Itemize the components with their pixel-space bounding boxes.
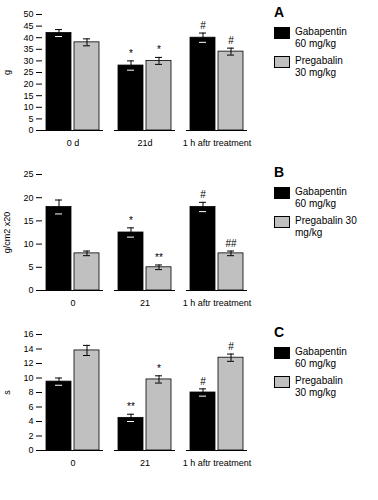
svg-text:21: 21 [140,298,150,308]
html-text:Gabapentin 60 mg/kg: Gabapentin 60 mg/kg [295,346,347,369]
svg-text:0: 0 [70,458,75,468]
svg-text:g/cm2 x20: g/cm2 x20 [2,212,12,254]
svg-text:1 h aftr treatment: 1 h aftr treatment [183,458,252,468]
html-text:Pregabalin 30 mg/kg: Pregabalin 30 mg/kg [295,215,357,238]
svg-text:*: * [129,215,133,226]
svg-text:#: # [200,376,206,387]
html-text:A: A [274,4,285,20]
svg-text:15: 15 [23,91,33,101]
svg-text:8: 8 [28,387,33,397]
svg-text:#: # [200,189,206,200]
svg-text:*: * [157,44,161,55]
svg-text:12: 12 [23,358,33,368]
svg-text:10: 10 [23,239,33,249]
svg-text:*: * [129,48,133,59]
svg-text:s: s [2,390,12,395]
svg-text:#: # [200,20,206,31]
svg-text:16: 16 [23,329,33,339]
svg-text:g: g [2,70,12,75]
svg-text:35: 35 [23,44,33,54]
svg-text:15: 15 [23,216,33,226]
html-text:Pregabalin 30 mg/kg: Pregabalin 30 mg/kg [295,55,343,78]
svg-text:20: 20 [23,193,33,203]
svg-text:**: ** [155,252,163,263]
svg-text:**: ** [127,401,135,412]
svg-text:0: 0 [28,445,33,455]
svg-text:4: 4 [28,416,33,426]
svg-text:5: 5 [28,114,33,124]
svg-text:20: 20 [23,79,33,89]
svg-text:*: * [157,363,161,374]
svg-text:10: 10 [23,373,33,383]
svg-text:21: 21 [140,458,150,468]
svg-text:5: 5 [28,262,33,272]
svg-text:40: 40 [23,33,33,43]
svg-text:0: 0 [28,285,33,295]
svg-text:0: 0 [28,125,33,135]
html-text:B: B [274,164,285,180]
svg-text:2: 2 [28,431,33,441]
html-text:Gabapentin 60 mg/kg: Gabapentin 60 mg/kg [295,26,347,49]
svg-text:50: 50 [23,9,33,19]
svg-text:10: 10 [23,102,33,112]
svg-text:21d: 21d [137,138,152,148]
svg-text:#: # [228,35,234,46]
svg-text:#: # [228,341,234,352]
svg-text:14: 14 [23,344,33,354]
svg-text:1 h aftr treatment: 1 h aftr treatment [183,138,252,148]
svg-text:6: 6 [28,402,33,412]
html-text:Pregabalin 30 mg/kg: Pregabalin 30 mg/kg [295,375,343,398]
svg-text:45: 45 [23,21,33,31]
svg-text:0 d: 0 d [67,138,80,148]
html-text:Gabapentin 60 mg/kg: Gabapentin 60 mg/kg [295,186,347,209]
svg-text:1 h aftr treatment: 1 h aftr treatment [183,298,252,308]
svg-text:##: ## [225,238,237,249]
svg-text:30: 30 [23,56,33,66]
svg-text:25: 25 [23,169,33,179]
svg-text:25: 25 [23,67,33,77]
html-text:C: C [274,324,285,340]
svg-text:0: 0 [70,298,75,308]
